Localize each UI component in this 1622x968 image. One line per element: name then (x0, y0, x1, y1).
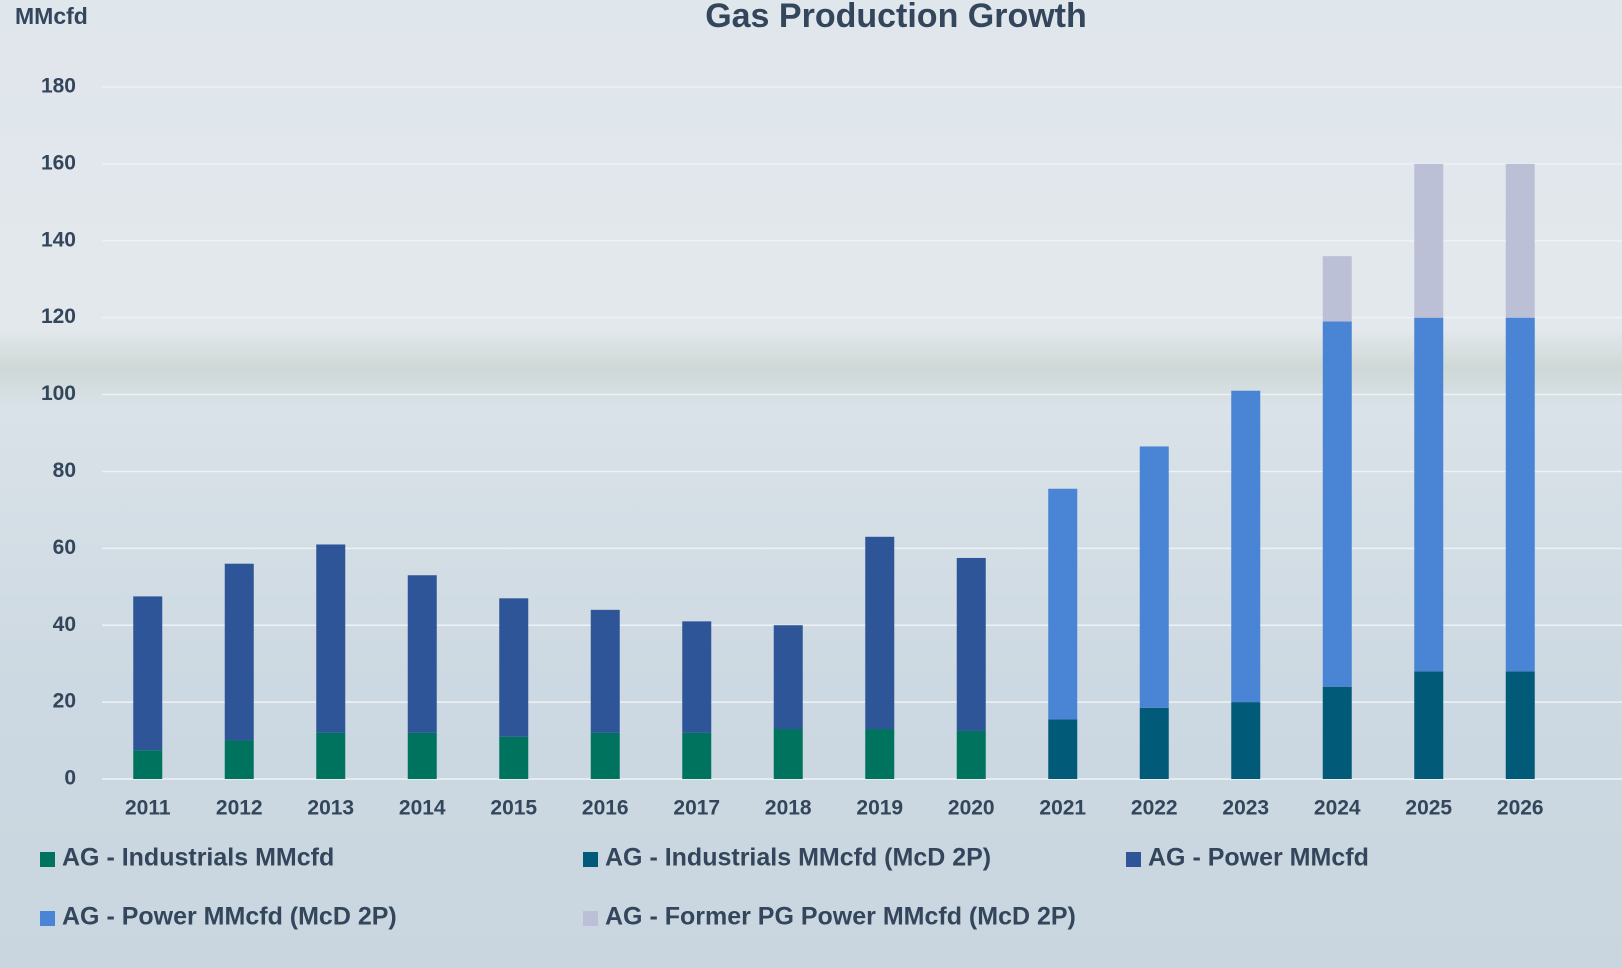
bar-segment (682, 621, 711, 732)
y-tick-label: 160 (41, 151, 76, 174)
bar-segment (499, 598, 528, 736)
x-tick-label: 2023 (1222, 797, 1269, 820)
bar-segment (1140, 708, 1169, 779)
legend-swatch (40, 911, 55, 926)
bar-segment (225, 741, 254, 779)
x-tick-label: 2014 (399, 797, 446, 820)
bar-segment (499, 737, 528, 779)
legend-label: AG - Power MMcfd (McD 2P) (62, 903, 397, 931)
y-tick-label: 180 (41, 75, 76, 98)
y-tick-label: 100 (41, 382, 76, 405)
y-axis-label: MMcfd (15, 3, 88, 29)
legend-swatch (583, 911, 598, 926)
bar-segment (133, 596, 162, 750)
bar-segment (957, 558, 986, 731)
bar-segment (682, 733, 711, 779)
bar-segment (865, 729, 894, 779)
y-tick-label: 140 (41, 228, 76, 251)
bar-segment (316, 733, 345, 779)
x-tick-label: 2018 (765, 797, 812, 820)
bar-segment (1140, 446, 1169, 707)
x-tick-label: 2011 (125, 797, 171, 820)
chart: Gas Production Growth MMcfd 0 20 40 60 80 100… (0, 0, 1622, 968)
bar-segment (1231, 702, 1260, 779)
x-tick-label: 2025 (1405, 797, 1452, 820)
bar-segment (225, 564, 254, 741)
bar-segment (774, 625, 803, 729)
x-tick-label: 2019 (856, 797, 903, 820)
y-tick-label: 20 (53, 690, 76, 713)
bar-segment (591, 733, 620, 779)
y-tick-label: 40 (53, 613, 76, 636)
bar-segment (408, 733, 437, 779)
legend-label: AG - Former PG Power MMcfd (McD 2P) (605, 903, 1076, 931)
bar-segment (408, 575, 437, 733)
x-tick-label: 2017 (673, 797, 720, 820)
x-tick-label: 2020 (948, 797, 995, 820)
y-tick-label: 120 (41, 305, 76, 328)
bar-segment (1506, 318, 1535, 672)
bar-segment (1506, 671, 1535, 779)
bar-segment (1048, 719, 1077, 779)
x-tick-label: 2015 (490, 797, 537, 820)
x-tick-label: 2016 (582, 797, 629, 820)
x-tick-label: 2021 (1039, 797, 1086, 820)
legend-swatch (1126, 852, 1141, 867)
bar-segment (1414, 318, 1443, 672)
bar-segment (133, 750, 162, 779)
legend-label: AG - Industrials MMcfd (McD 2P) (605, 844, 991, 872)
bar-segment (774, 729, 803, 779)
bar-segment (1506, 164, 1535, 318)
legend-swatch (583, 852, 598, 867)
legend-swatch (40, 852, 55, 867)
x-tick-label: 2012 (216, 797, 263, 820)
x-tick-label: 2013 (307, 797, 354, 820)
chart-title: Gas Production Growth (705, 0, 1087, 35)
x-tick-label: 2022 (1131, 797, 1178, 820)
legend-label: AG - Power MMcfd (1148, 844, 1369, 872)
x-tick-label: 2024 (1314, 797, 1361, 820)
bar-segment (316, 544, 345, 732)
bar-segment (1323, 256, 1352, 321)
legend-label: AG - Industrials MMcfd (62, 844, 334, 872)
bar-segment (1414, 671, 1443, 779)
bar-segment (1048, 489, 1077, 720)
x-tick-label: 2026 (1497, 797, 1544, 820)
bar-segment (1323, 322, 1352, 687)
y-tick-label: 60 (53, 536, 76, 559)
y-tick-label: 80 (53, 459, 76, 482)
bar-segment (1231, 391, 1260, 702)
bar-segment (591, 610, 620, 733)
bar-segment (865, 537, 894, 729)
bar-segment (1323, 687, 1352, 779)
y-tick-label: 0 (64, 767, 76, 790)
bar-segment (957, 731, 986, 779)
bar-segment (1414, 164, 1443, 318)
